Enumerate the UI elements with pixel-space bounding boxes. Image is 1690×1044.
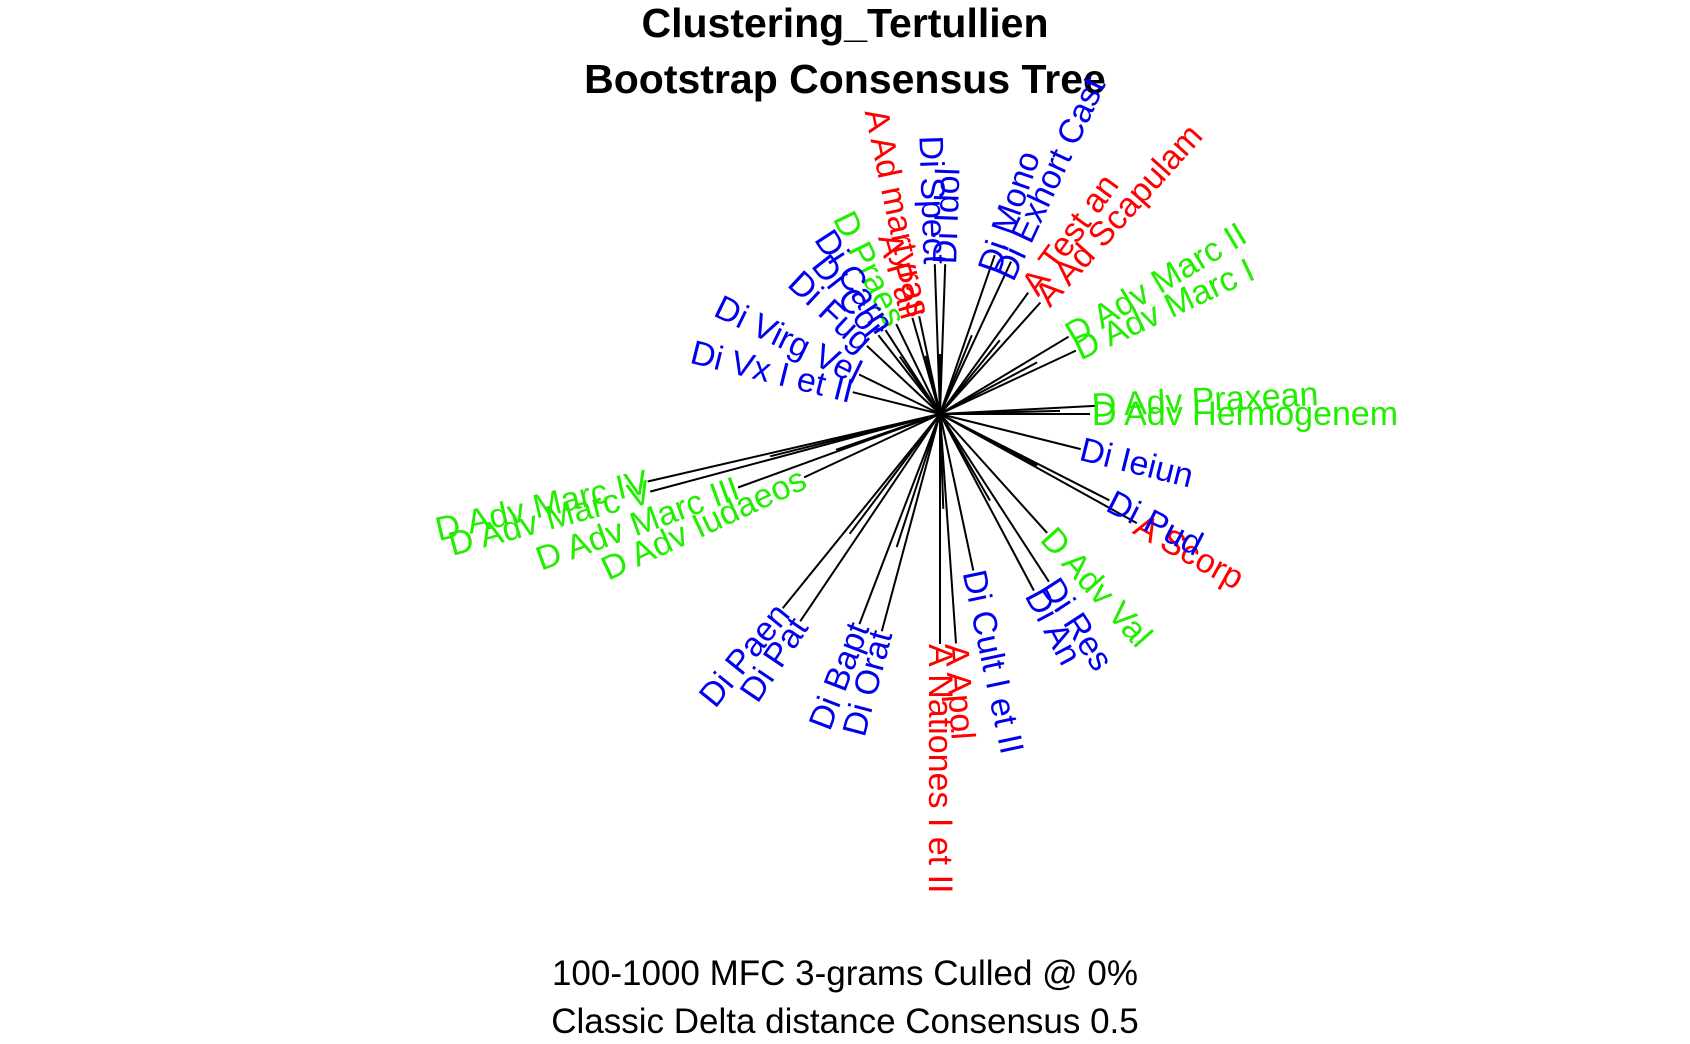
leaf-branch [939, 413, 1081, 451]
leaf-branch [939, 254, 996, 415]
leaf-branch [939, 413, 1050, 583]
leaf-branch [939, 413, 1138, 524]
leaf-branch [918, 315, 941, 415]
plot-title: Clustering_Tertullien [641, 0, 1049, 46]
leaf-branch [911, 317, 941, 415]
leaf-branch [939, 404, 1095, 415]
leaf-branch [649, 413, 941, 493]
leaf-branch [880, 413, 941, 632]
leaf-branch [737, 413, 941, 489]
leaf-branch [939, 301, 1042, 415]
leaf-branch [858, 373, 941, 415]
leaf-branch [933, 264, 941, 415]
caption-distance: Classic Delta distance Consensus 0.5 [551, 1002, 1139, 1041]
leaf-branch [939, 335, 1070, 415]
leaf-label: Di Ieiun [1076, 431, 1197, 496]
leaf-branch [781, 413, 941, 609]
leaf-branch [939, 349, 1077, 415]
leaf-branch [939, 264, 947, 415]
leaf-branch [939, 413, 957, 644]
leaf-branch [939, 413, 1048, 534]
caption-parameters: 100-1000 MFC 3-grams Culled @ 0% [551, 954, 1139, 993]
leaf-branch [866, 345, 941, 415]
leaf-branch [939, 413, 1035, 592]
leaf-branch [803, 413, 941, 479]
plot-subtitle: Bootstrap Consensus Tree [584, 56, 1106, 102]
leaf-label: Di Spect [911, 135, 953, 265]
leaf-branch [799, 413, 941, 622]
leaf-branch [939, 413, 1110, 502]
leaf-label: Di Idol [926, 167, 967, 265]
leaf-branch [884, 329, 941, 415]
leaf-branch [877, 334, 941, 415]
leaf-branch [858, 413, 941, 625]
leaf-branch [939, 292, 1030, 415]
leaf-label: A Nationes I et II [921, 644, 959, 893]
leaf-branch [647, 413, 941, 483]
leaf-branch [852, 391, 941, 415]
leaf-branch [895, 323, 941, 415]
leaf-label: D Adv Hermogenem [1092, 395, 1398, 433]
internal-branch [895, 413, 941, 548]
leaf-branch [939, 261, 1012, 415]
leaf-branch [939, 413, 975, 571]
leaf-label: A Apol [937, 642, 982, 741]
